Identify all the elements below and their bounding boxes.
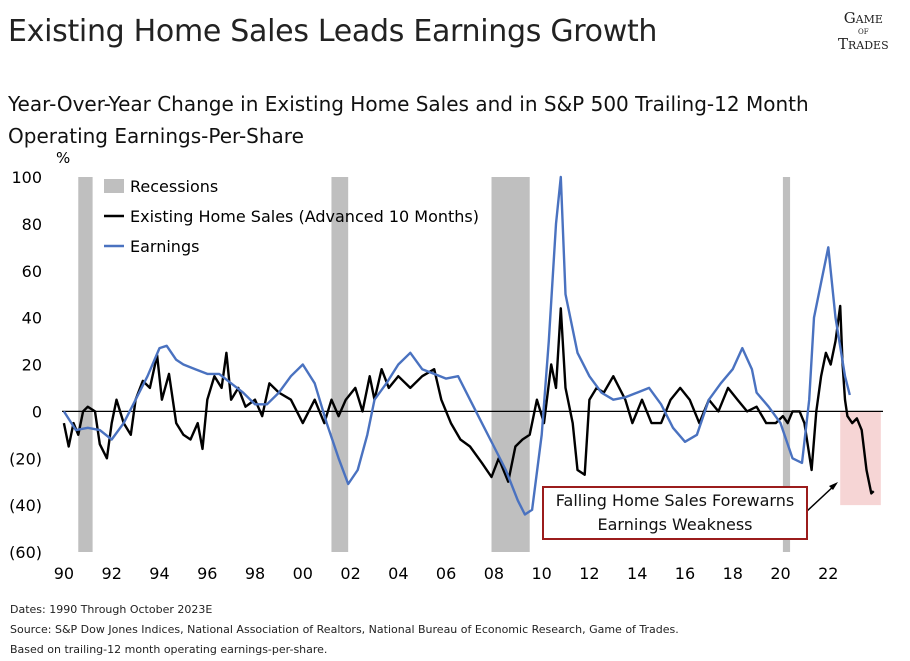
arrow-head <box>829 482 838 490</box>
x-tick-label: 08 <box>484 564 504 583</box>
y-tick-label: 80 <box>22 215 42 234</box>
legend-label: Recessions <box>130 177 218 196</box>
x-tick-label: 14 <box>627 564 647 583</box>
legend-label: Earnings <box>130 237 199 256</box>
x-tick-label: 02 <box>340 564 360 583</box>
footnote: Dates: 1990 Through October 2023E <box>10 603 213 616</box>
x-tick-label: 00 <box>293 564 313 583</box>
logo-text: Trades <box>838 35 889 53</box>
recession-band <box>78 177 93 552</box>
y-unit: % <box>56 149 70 167</box>
arrow <box>805 483 837 513</box>
legend-swatch <box>104 179 124 193</box>
x-tick-label: 06 <box>436 564 456 583</box>
annotation: Falling Home Sales Forewarns Earnings We… <box>542 486 808 540</box>
y-tick-label: (60) <box>9 543 42 562</box>
x-tick-label: 94 <box>149 564 169 583</box>
chart-title: Existing Home Sales Leads Earnings Growt… <box>8 14 658 49</box>
x-tick-label: 20 <box>770 564 790 583</box>
x-tick-label: 90 <box>54 564 74 583</box>
recession-band <box>331 177 349 552</box>
legend-label: Existing Home Sales (Advanced 10 Months) <box>130 207 479 226</box>
x-tick-label: 22 <box>818 564 838 583</box>
series-line <box>62 304 875 495</box>
recession-band <box>782 177 791 552</box>
x-tick-label: 96 <box>197 564 217 583</box>
logo-text: Game <box>843 9 883 27</box>
x-tick-label: 12 <box>579 564 599 583</box>
y-tick-label: 20 <box>22 356 42 375</box>
chart-subtitle: Year-Over-Year Change in Existing Home S… <box>8 92 809 148</box>
y-tick-label: 60 <box>22 262 42 281</box>
y-tick-label: 100 <box>11 168 42 187</box>
recession-band <box>491 177 530 552</box>
y-tick-label: 40 <box>22 309 42 328</box>
x-tick-label: 04 <box>388 564 408 583</box>
series-line <box>62 175 851 516</box>
x-tick-label: 98 <box>245 564 265 583</box>
y-tick-label: (20) <box>9 449 42 468</box>
footnote: Source: S&P Dow Jones Indices, National … <box>10 623 679 636</box>
y-tick-label: 0 <box>32 402 42 421</box>
x-tick-label: 10 <box>531 564 551 583</box>
logo: Game of Trades <box>838 10 889 53</box>
logo-text: of <box>858 26 869 37</box>
y-tick-label: (40) <box>9 496 42 515</box>
x-tick-label: 16 <box>675 564 695 583</box>
x-tick-label: 92 <box>102 564 122 583</box>
footnote: Based on trailing-12 month operating ear… <box>10 643 328 656</box>
x-tick-label: 18 <box>723 564 743 583</box>
